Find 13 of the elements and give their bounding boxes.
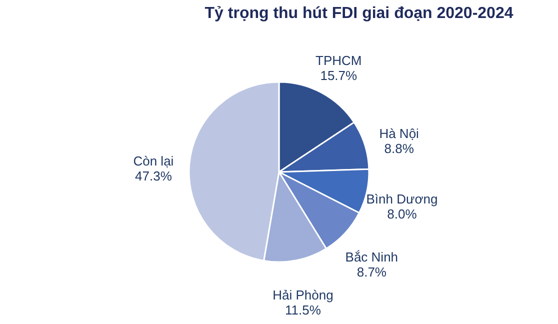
slice-label: Hải Phòng bbox=[272, 288, 334, 303]
data-label: 11.5% bbox=[285, 302, 322, 318]
slice-label: Còn lại bbox=[133, 153, 174, 168]
chart-title: Tỷ trọng thu hút FDI giai đoạn 2020-2024 bbox=[204, 5, 514, 22]
data-label: 47.3% bbox=[135, 168, 172, 184]
data-label: 8.8% bbox=[384, 140, 414, 156]
slice-label: TPHCM bbox=[316, 53, 362, 68]
data-label: 15.7% bbox=[320, 68, 358, 84]
slice-label: Bình Dương bbox=[366, 191, 438, 206]
slice-label: Bắc Ninh bbox=[345, 249, 398, 264]
data-label: 8.7% bbox=[356, 264, 387, 280]
data-label: 8.0% bbox=[387, 206, 418, 222]
slice-label: Hà Nội bbox=[379, 126, 420, 141]
